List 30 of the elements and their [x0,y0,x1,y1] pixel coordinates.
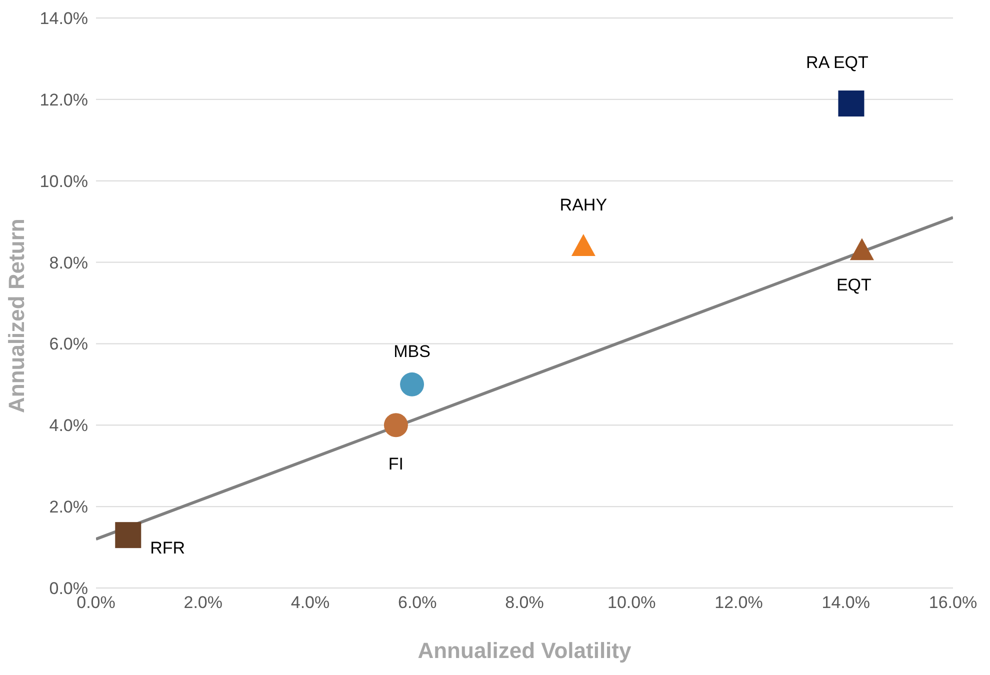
x-axis-title: Annualized Volatility [418,638,632,663]
y-tick-label: 12.0% [40,90,88,110]
y-axis-title: Annualized Return [4,218,29,413]
series-label: RAHY [560,195,608,214]
point [384,413,408,438]
y-tick-label: 2.0% [49,498,88,517]
series-label: FI [388,454,404,474]
y-tick-label: 8.0% [49,253,88,272]
y-tick-label: 14.0% [40,9,88,28]
point [838,90,864,116]
x-tick-label: 0.0% [76,593,116,612]
point [571,234,596,256]
point [850,238,874,260]
x-tick-label: 8.0% [505,593,544,612]
y-tick-label: 10.0% [40,172,88,191]
y-tick-label: 4.0% [49,416,88,436]
series-label: RA EQT [806,52,868,72]
series-label: RFR [150,538,186,558]
x-tick-label: 16.0% [928,593,978,612]
x-tick-label: 2.0% [184,593,222,612]
x-tick-label: 12.0% [714,593,763,612]
series-label: MBS [394,342,430,361]
x-tick-label: 6.0% [398,593,437,612]
point [400,372,424,396]
x-tick-label: 4.0% [290,593,330,612]
point [115,522,142,548]
x-tick-label: 14.0% [822,593,870,612]
y-tick-label: 6.0% [49,334,88,354]
x-tick-label: 10.0% [608,593,656,612]
series-label: EQT [836,276,872,295]
